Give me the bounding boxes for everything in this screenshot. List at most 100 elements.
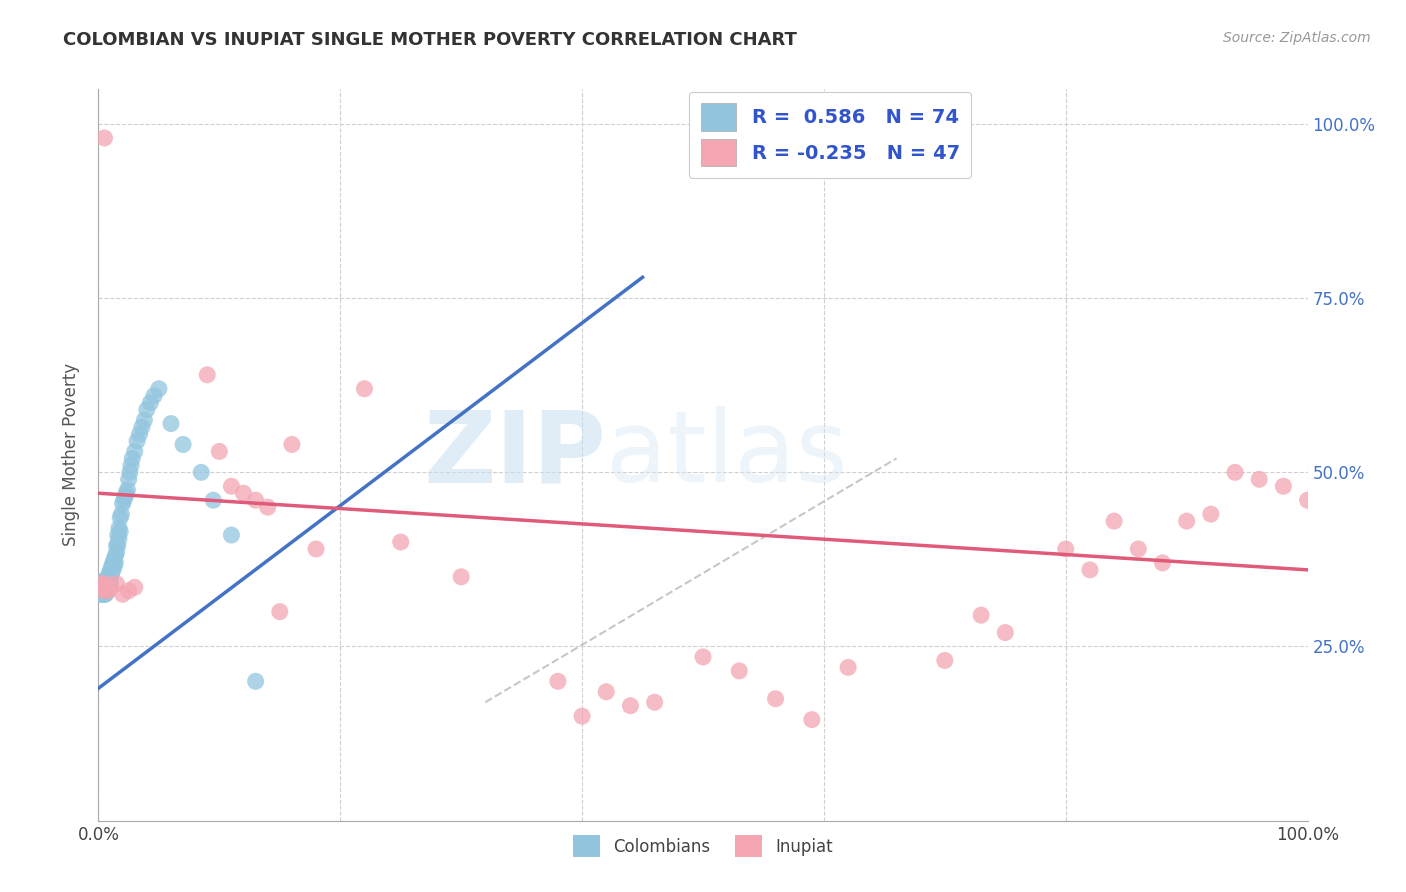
Point: [91, 580, 114, 594]
Point: [108, 510, 131, 524]
Point: [118, 466, 141, 480]
Point: [1102, 514, 1125, 528]
Point: [111, 497, 134, 511]
Point: [96, 574, 118, 588]
Point: [96, 576, 118, 591]
Point: [93, 131, 115, 145]
Point: [1272, 479, 1295, 493]
Point: [121, 451, 143, 466]
Point: [91, 587, 114, 601]
Point: [101, 563, 124, 577]
Point: [1054, 541, 1077, 556]
Point: [103, 559, 125, 574]
Point: [105, 545, 128, 559]
Point: [100, 580, 122, 594]
Point: [353, 382, 375, 396]
Point: [108, 532, 131, 546]
Point: [93, 576, 115, 591]
Point: [1128, 541, 1150, 556]
Point: [994, 625, 1017, 640]
Point: [245, 674, 267, 689]
Point: [100, 570, 122, 584]
Point: [450, 570, 472, 584]
Point: [104, 556, 127, 570]
Point: [89, 583, 111, 598]
Point: [221, 479, 243, 493]
Point: [208, 444, 231, 458]
Point: [91, 583, 114, 598]
Point: [98, 566, 121, 581]
Point: [108, 524, 131, 539]
Point: [124, 444, 146, 458]
Point: [105, 539, 128, 553]
Point: [94, 576, 117, 591]
Point: [98, 574, 121, 588]
Point: [595, 685, 617, 699]
Y-axis label: Single Mother Poverty: Single Mother Poverty: [62, 363, 80, 547]
Point: [90, 576, 112, 591]
Point: [619, 698, 641, 713]
Point: [91, 576, 114, 591]
Point: [837, 660, 859, 674]
Point: [202, 493, 225, 508]
Point: [160, 417, 183, 431]
Point: [118, 472, 141, 486]
Point: [800, 713, 823, 727]
Text: Source: ZipAtlas.com: Source: ZipAtlas.com: [1223, 31, 1371, 45]
Point: [1223, 466, 1246, 480]
Point: [970, 608, 993, 623]
Point: [93, 580, 115, 594]
Text: COLOMBIAN VS INUPIAT SINGLE MOTHER POVERTY CORRELATION CHART: COLOMBIAN VS INUPIAT SINGLE MOTHER POVER…: [63, 31, 797, 49]
Point: [281, 437, 304, 451]
Point: [1175, 514, 1198, 528]
Point: [127, 434, 149, 448]
Point: [93, 583, 115, 598]
Point: [91, 580, 114, 594]
Point: [139, 395, 162, 409]
Point: [128, 427, 150, 442]
Point: [90, 576, 112, 591]
Point: [195, 368, 218, 382]
Point: [89, 580, 111, 594]
Point: [269, 605, 291, 619]
Point: [100, 576, 122, 591]
Point: [117, 483, 139, 497]
Point: [111, 587, 134, 601]
Point: [1249, 472, 1271, 486]
Point: [934, 653, 956, 667]
Point: [135, 402, 157, 417]
Point: [1152, 556, 1174, 570]
Point: [97, 576, 120, 591]
Point: [232, 486, 254, 500]
Point: [91, 587, 114, 601]
Point: [90, 583, 112, 598]
Point: [256, 500, 278, 515]
Point: [692, 649, 714, 664]
Point: [91, 583, 114, 598]
Point: [245, 493, 267, 508]
Point: [765, 691, 787, 706]
Point: [120, 458, 142, 473]
Point: [97, 583, 120, 598]
Point: [103, 552, 125, 566]
Point: [105, 576, 128, 591]
Point: [112, 493, 135, 508]
Point: [96, 583, 118, 598]
Point: [134, 413, 156, 427]
Point: [108, 521, 131, 535]
Point: [1296, 493, 1319, 508]
Point: [91, 583, 114, 598]
Point: [97, 583, 120, 598]
Point: [131, 420, 153, 434]
Point: [93, 574, 115, 588]
Point: [97, 570, 120, 584]
Text: ZIP: ZIP: [423, 407, 606, 503]
Point: [389, 535, 412, 549]
Point: [571, 709, 593, 723]
Point: [728, 664, 751, 678]
Point: [107, 539, 129, 553]
Point: [94, 574, 117, 588]
Point: [114, 490, 136, 504]
Point: [644, 695, 666, 709]
Point: [91, 576, 114, 591]
